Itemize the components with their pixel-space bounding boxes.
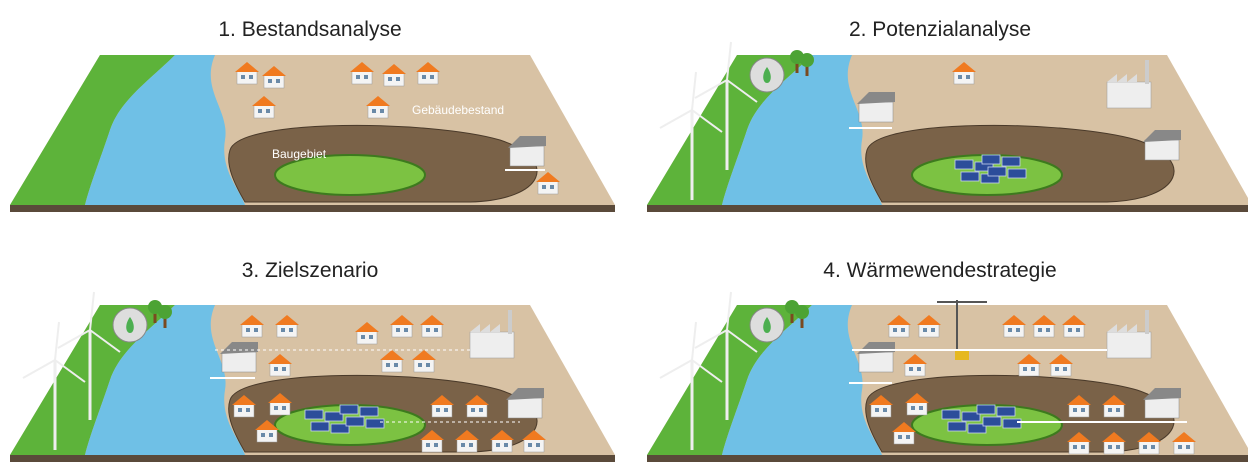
panel-1: 1. Bestandsanalyse Gebäudebestand Baugeb… <box>9 18 616 213</box>
panel-4: 4. Wärmewendestrategie <box>646 259 1248 463</box>
panel-title: 3. Zielszenario <box>242 259 379 282</box>
panel-3: 3. Zielszenario <box>9 259 616 463</box>
panel-title: 2. Potenzialanalyse <box>849 18 1031 41</box>
label: Baugebiet <box>272 147 327 161</box>
panel-title: 4. Wärmewendestrategie <box>823 259 1056 282</box>
label: Gebäudebestand <box>412 103 504 117</box>
panel-title: 1. Bestandsanalyse <box>218 18 401 41</box>
panel-2: 2. Potenzialanalyse <box>646 18 1248 213</box>
